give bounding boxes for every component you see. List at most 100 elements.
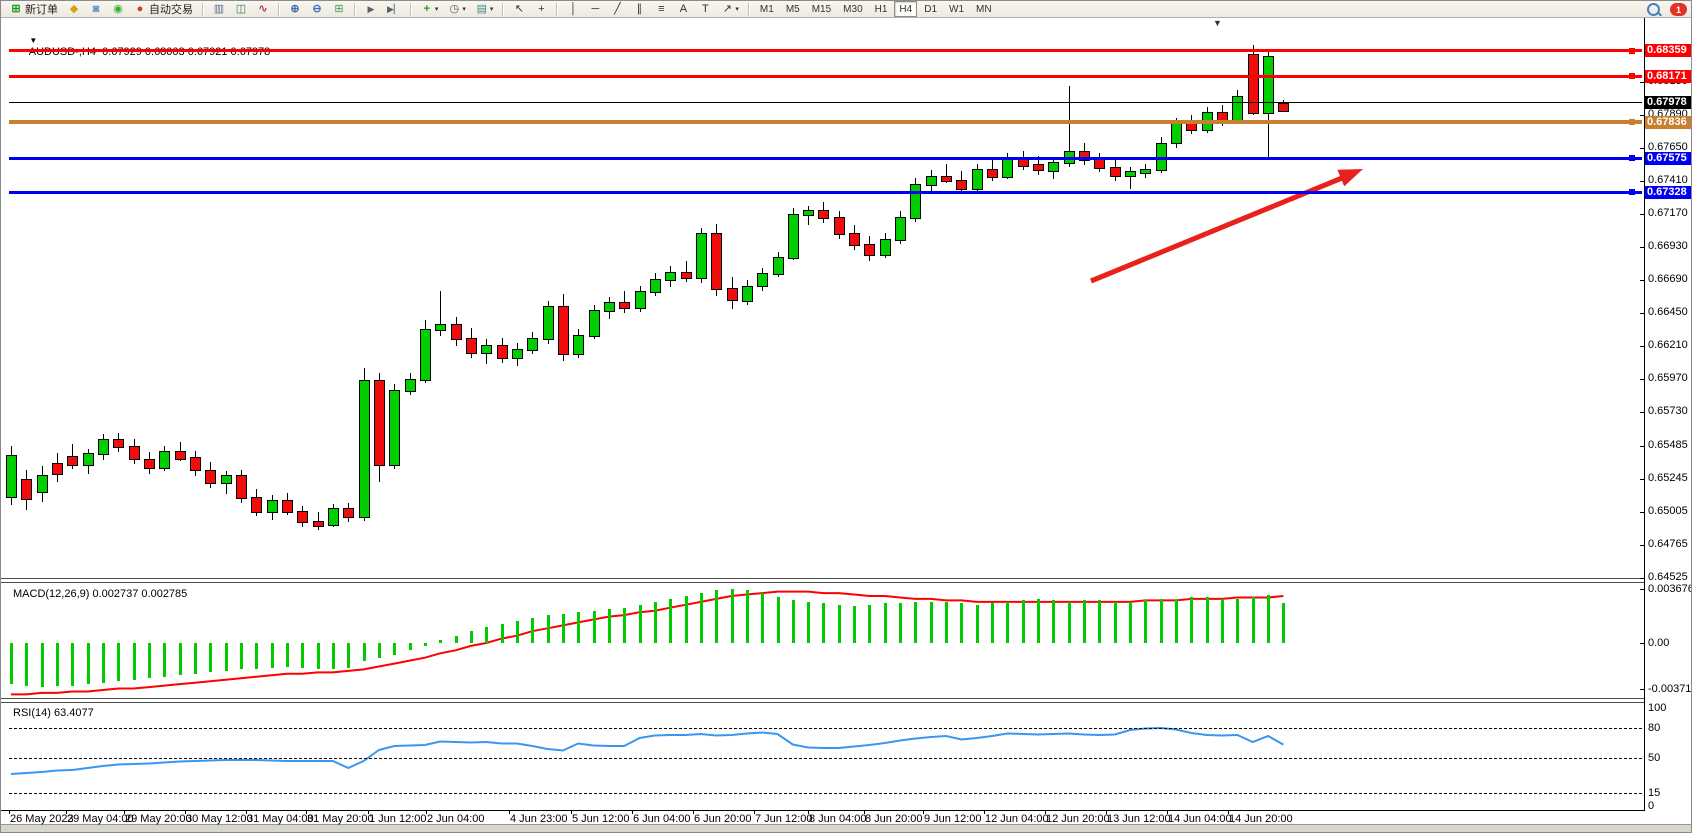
macd-histogram-bar: [271, 643, 274, 668]
vline-button[interactable]: │: [563, 1, 583, 18]
candle: [313, 521, 324, 527]
time-label: 9 Jun 12:00: [924, 813, 982, 825]
notification-badge[interactable]: 1: [1670, 3, 1687, 16]
line-chart-icon: ∿: [258, 2, 268, 15]
channel-icon: ∥: [636, 2, 643, 15]
time-tick-mark: [693, 810, 694, 814]
support-resistance-line[interactable]: [9, 157, 1642, 160]
timeframe-m1-button[interactable]: M1: [759, 3, 774, 15]
pane-separator[interactable]: [1, 698, 1644, 699]
time-axis-line: [1, 810, 1645, 811]
chevron-down-icon[interactable]: ▾: [489, 6, 494, 13]
price-level-flag: 0.68359: [1645, 44, 1691, 57]
toolbar-separator: [556, 2, 559, 16]
candle: [420, 329, 431, 381]
candle: [481, 345, 492, 354]
candle: [205, 470, 216, 484]
tile-windows-button[interactable]: ⊞: [329, 1, 349, 18]
bar-chart-button[interactable]: ▥: [209, 1, 229, 18]
search-icon[interactable]: [1647, 3, 1660, 16]
text-icon: A: [679, 2, 688, 15]
candle: [359, 380, 370, 518]
candle: [757, 273, 768, 287]
channel-button[interactable]: ∥: [629, 1, 649, 18]
text-button[interactable]: A: [673, 1, 693, 18]
autotrading-button[interactable]: ● 自动交易: [130, 1, 197, 18]
zoom-out-icon: ⊖: [312, 2, 322, 15]
chart-shift-button[interactable]: ▶▏: [383, 1, 405, 18]
auto-scroll-button[interactable]: ▶: [361, 1, 381, 18]
cursor-button[interactable]: ↖: [509, 1, 529, 18]
chevron-down-icon[interactable]: ▾: [462, 6, 466, 13]
styler-button[interactable]: ◆: [64, 1, 84, 18]
signals-button[interactable]: ◉: [108, 1, 128, 18]
candle: [1110, 167, 1121, 177]
timeframe-d1-button[interactable]: D1: [924, 3, 938, 15]
hline-button[interactable]: ─: [585, 1, 605, 18]
pane-separator[interactable]: [1, 702, 1644, 703]
timeframe-m15-button[interactable]: M15: [811, 3, 832, 15]
support-resistance-line[interactable]: [9, 75, 1642, 78]
macd-histogram-bar: [470, 631, 473, 643]
pane-separator[interactable]: [1, 578, 1644, 579]
line-drag-handle[interactable]: [1629, 119, 1635, 125]
macd-histogram-bar: [945, 602, 948, 643]
candle: [466, 338, 477, 354]
macd-histogram-bar: [1022, 600, 1025, 643]
candle: [834, 217, 845, 235]
timeframe-m30-button[interactable]: M30: [843, 3, 863, 15]
pane-separator[interactable]: [1, 582, 1644, 583]
new-order-icon: ⊞: [11, 2, 21, 15]
support-resistance-line[interactable]: [9, 49, 1642, 52]
zoom-out-button[interactable]: ⊖: [307, 1, 327, 18]
candle: [512, 349, 523, 359]
candle: [681, 272, 692, 279]
candle: [558, 306, 569, 355]
fibonacci-button[interactable]: ≡: [651, 1, 671, 18]
time-label: 2 Jun 04:00: [427, 813, 485, 825]
crosshair-button[interactable]: +: [531, 1, 551, 18]
timeframe-h4-button[interactable]: H4: [894, 1, 918, 17]
macd-histogram-bar: [531, 618, 534, 643]
candle: [6, 455, 17, 498]
candle: [389, 390, 400, 466]
support-resistance-line[interactable]: [9, 120, 1642, 124]
trendline-button[interactable]: ╱: [607, 1, 627, 18]
label-button[interactable]: T: [695, 1, 715, 18]
macd-histogram-bar: [71, 643, 74, 686]
chevron-down-icon[interactable]: ▾: [735, 6, 739, 13]
line-drag-handle[interactable]: [1629, 48, 1635, 54]
macd-histogram-bar: [255, 643, 258, 669]
line-drag-handle[interactable]: [1629, 73, 1635, 79]
chart-area[interactable]: ▼ AUDUSD-,H4 0.67929 0.68003 0.67921 0.6…: [1, 18, 1691, 832]
macd-histogram-bar: [41, 643, 44, 687]
indicators-button[interactable]: + ▾: [417, 1, 443, 18]
line-drag-handle[interactable]: [1629, 189, 1635, 195]
templates-button[interactable]: ▤ ▾: [472, 1, 498, 18]
chevron-down-icon[interactable]: ▾: [434, 6, 439, 13]
price-tick-mark: [1640, 181, 1644, 182]
line-drag-handle[interactable]: [1629, 155, 1635, 161]
arrows-button[interactable]: ↗ ▾: [717, 1, 743, 18]
toolbar: ⊞ 新订单 ◆ ◙ ◉ ● 自动交易 ▥ ◫ ∿ ⊕ ⊖ ⊞ ▶ ▶▏ + ▾ ◷ ▾ ▤ ▾ ↖ + │ ─ ╱ ∥ ≡ A T ↗ ▾ M1…: [1, 1, 1691, 18]
profiles-button[interactable]: ◙: [86, 1, 106, 18]
timeframe-w1-button[interactable]: W1: [949, 3, 965, 15]
line-chart-button[interactable]: ∿: [253, 1, 273, 18]
macd-histogram-bar: [1175, 599, 1178, 643]
time-label: 12 Jun 04:00: [985, 813, 1049, 825]
new-order-button[interactable]: ⊞ 新订单: [6, 1, 62, 18]
periods-button[interactable]: ◷ ▾: [444, 1, 470, 18]
candle-chart-button[interactable]: ◫: [231, 1, 251, 18]
rsi-tick-label: 0: [1648, 800, 1655, 812]
price-tick-label: 0.64765: [1648, 538, 1688, 550]
chart-menu-toggle-icon[interactable]: ▼: [29, 36, 38, 45]
zoom-in-button[interactable]: ⊕: [285, 1, 305, 18]
time-tick-mark: [808, 810, 809, 814]
macd-histogram-bar: [930, 602, 933, 643]
timeframe-h1-button[interactable]: H1: [874, 3, 888, 15]
support-resistance-line[interactable]: [9, 191, 1642, 194]
timeframe-mn-button[interactable]: MN: [976, 3, 992, 15]
candle: [849, 233, 860, 246]
timeframe-m5-button[interactable]: M5: [785, 3, 800, 15]
